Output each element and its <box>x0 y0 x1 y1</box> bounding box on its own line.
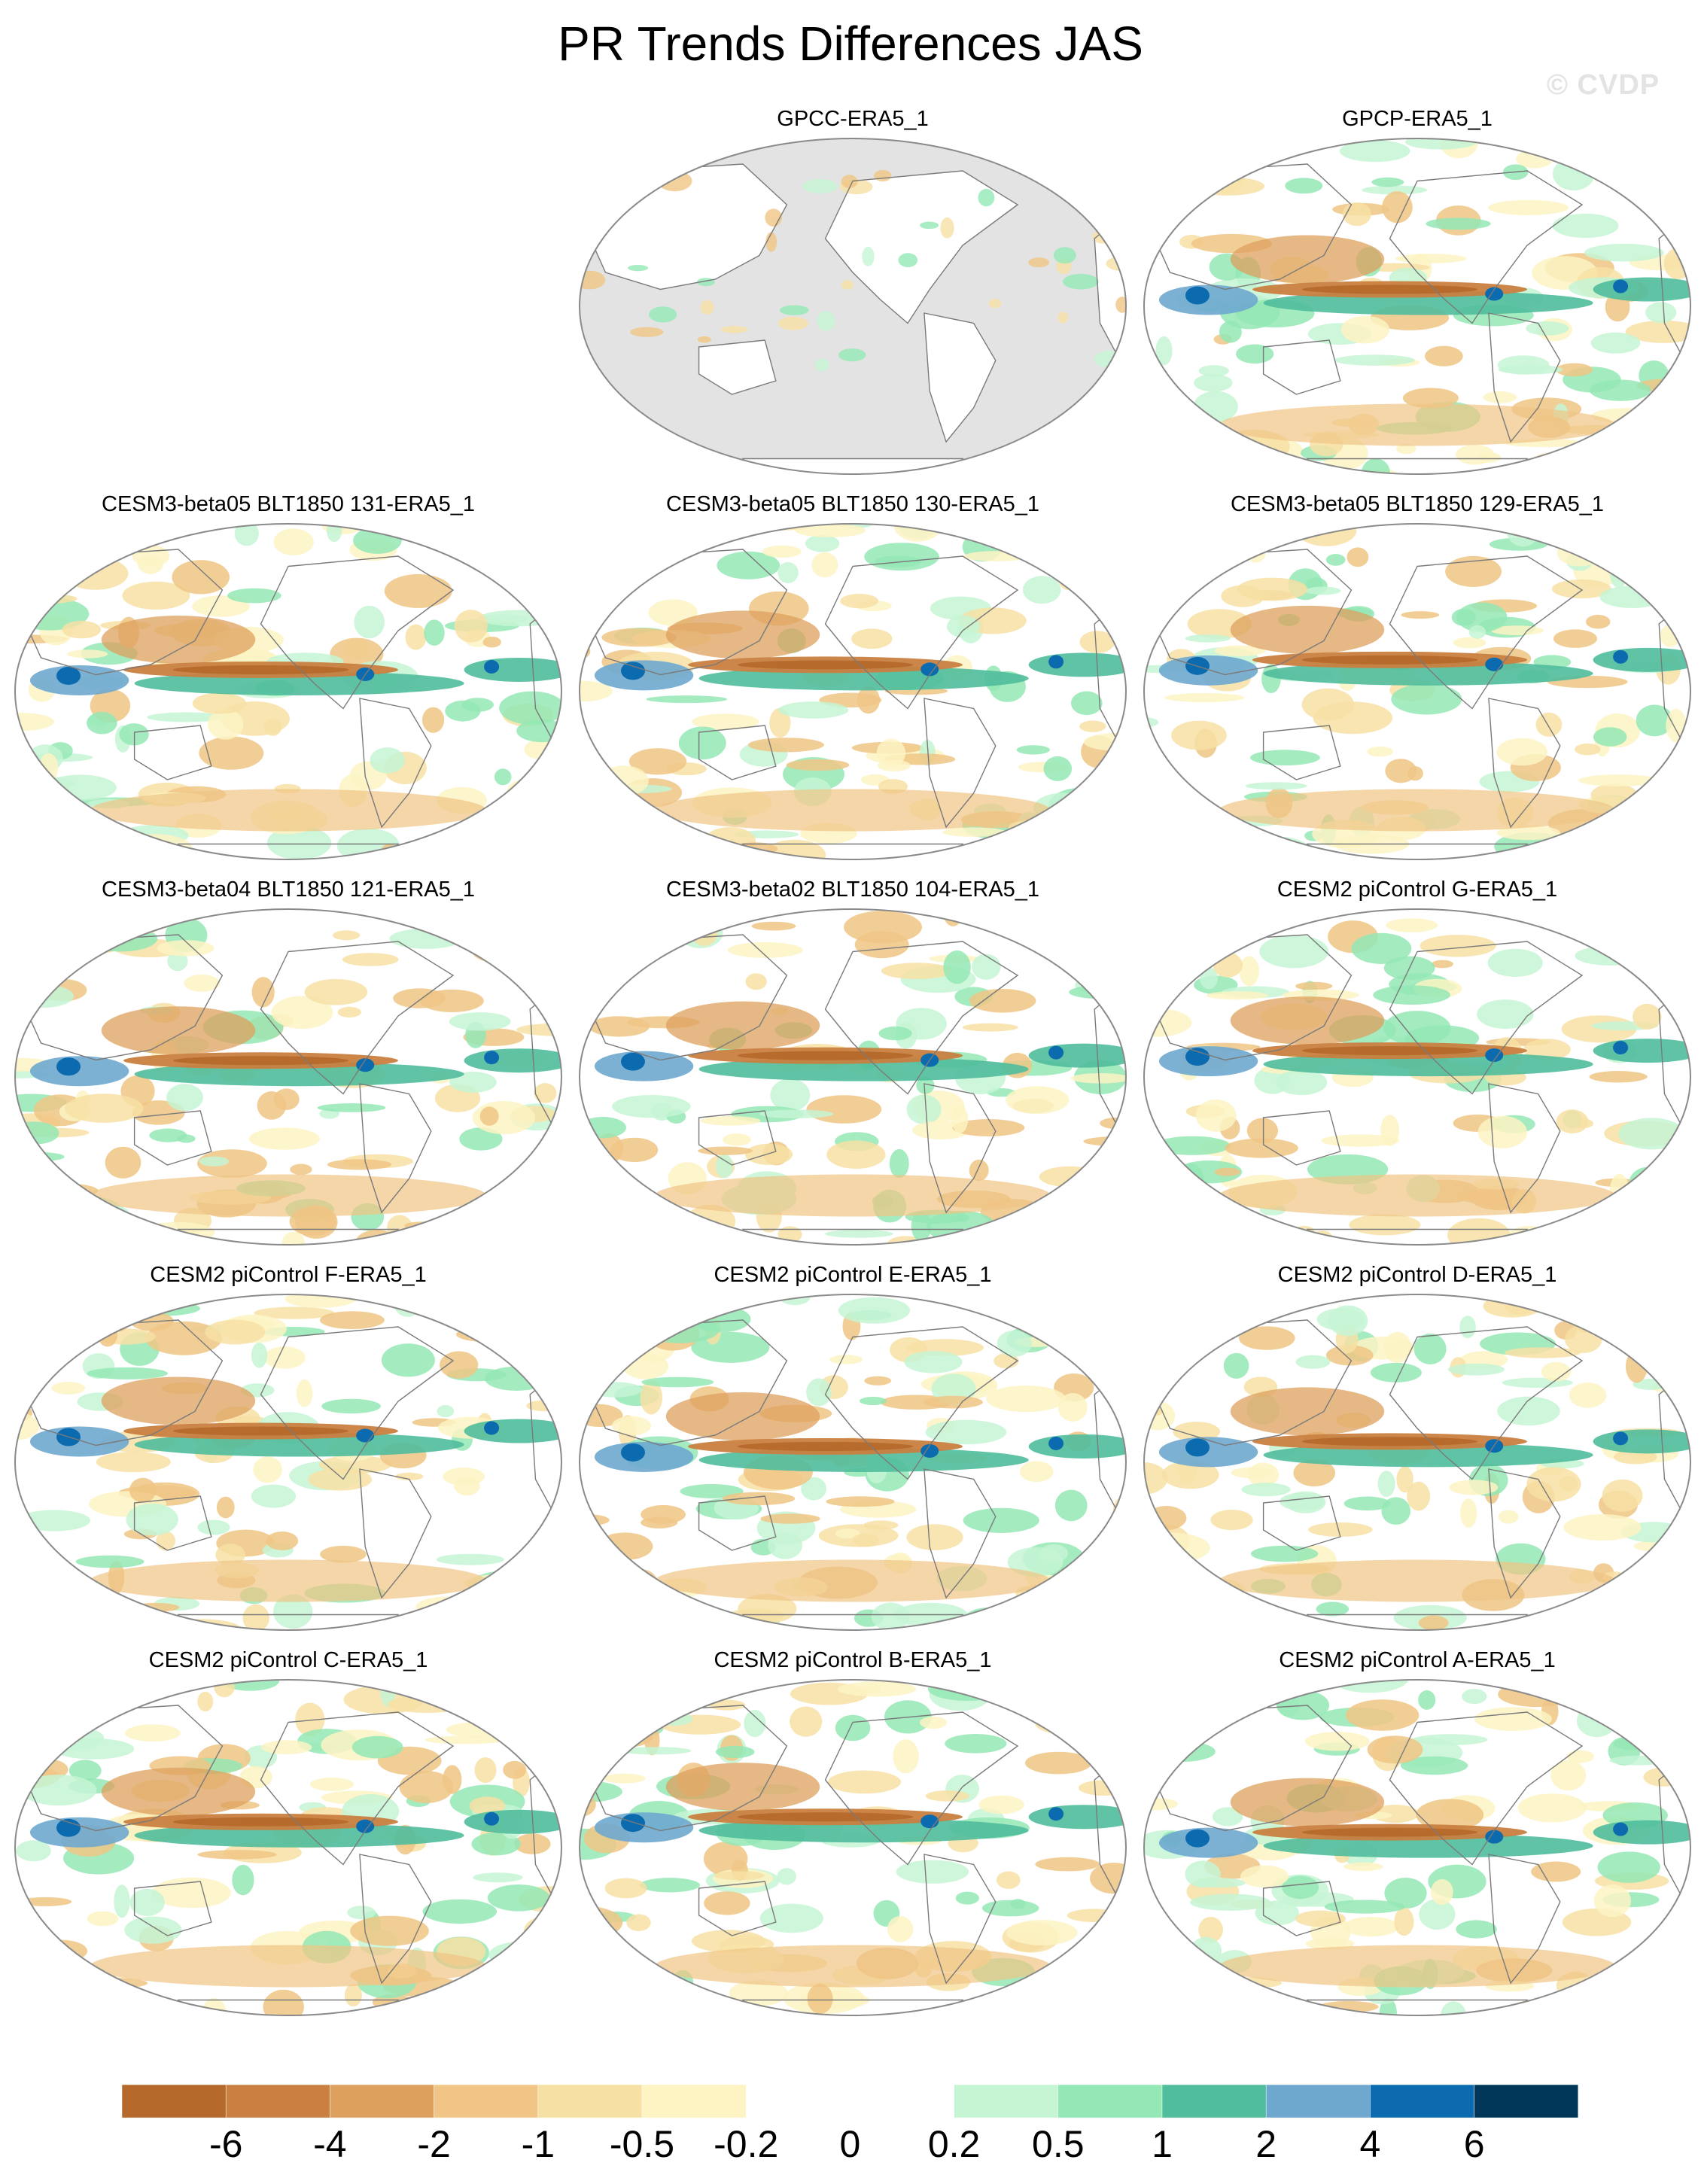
colorbar: -6 -4 -2 -1 -0.5 -0.2 0 0.2 0.5 1 2 4 6 <box>121 2084 1579 2165</box>
colorbar-swatch <box>330 2084 434 2119</box>
panel-title: CESM2 piControl F-ERA5_1 <box>150 1263 427 1287</box>
map-panel <box>1143 908 1691 1246</box>
colorbar-tick-label: 4 <box>1359 2123 1380 2165</box>
map-panel <box>1143 1679 1691 2016</box>
colorbar-swatch <box>1161 2084 1267 2119</box>
panel-title: CESM3-beta05 BLT1850 129-ERA5_1 <box>1231 492 1604 516</box>
colorbar-swatch <box>1370 2084 1474 2119</box>
panel-title: CESM2 piControl E-ERA5_1 <box>714 1263 992 1287</box>
colorbar-swatch <box>1265 2084 1371 2119</box>
colorbar-tick-label: 6 <box>1464 2123 1485 2165</box>
colorbar-tick-label: 1 <box>1152 2123 1173 2165</box>
map-panel <box>14 1679 562 2016</box>
colorbar-tick-label: -6 <box>209 2123 242 2165</box>
map-panel <box>579 1679 1127 2016</box>
colorbar-tick-label: 0.5 <box>1032 2123 1085 2165</box>
colorbar-swatch <box>537 2084 643 2119</box>
panel-title: CESM2 piControl C-ERA5_1 <box>148 1648 428 1672</box>
panel-title: CESM3-beta05 BLT1850 131-ERA5_1 <box>102 492 475 516</box>
map-panel <box>14 523 562 860</box>
colorbar-swatch <box>641 2084 747 2119</box>
colorbar-swatch <box>1474 2084 1579 2119</box>
colorbar-swatch <box>745 2084 850 2119</box>
colorbar-swatch <box>850 2084 954 2119</box>
colorbar-swatch <box>434 2084 539 2119</box>
colorbar-tick-label: 2 <box>1255 2123 1277 2165</box>
colorbar-tick-label: 0.2 <box>928 2123 981 2165</box>
map-panel <box>579 908 1127 1246</box>
map-panel <box>579 523 1127 860</box>
colorbar-tick-label: -0.5 <box>610 2123 674 2165</box>
map-panel <box>14 1294 562 1631</box>
colorbar-tick-label: -0.2 <box>714 2123 778 2165</box>
colorbar-tick-label: -1 <box>522 2123 555 2165</box>
map-panel <box>579 138 1127 475</box>
colorbar-tick-label: -4 <box>313 2123 346 2165</box>
colorbar-swatch <box>225 2084 330 2119</box>
panel-title: CESM3-beta02 BLT1850 104-ERA5_1 <box>666 878 1039 902</box>
colorbar-tick-label: -2 <box>417 2123 450 2165</box>
colorbar-swatch <box>121 2084 227 2119</box>
colorbar-swatch <box>1057 2084 1163 2119</box>
panel-title: GPCC-ERA5_1 <box>777 107 929 131</box>
panel-title: CESM2 piControl D-ERA5_1 <box>1277 1263 1557 1287</box>
map-panel <box>579 1294 1127 1631</box>
colorbar-tick-label: 0 <box>839 2123 860 2165</box>
colorbar-swatch <box>954 2084 1059 2119</box>
figure-title: PR Trends Differences JAS <box>558 17 1143 71</box>
panel-title: CESM3-beta04 BLT1850 121-ERA5_1 <box>102 878 475 902</box>
map-panel <box>1143 1294 1691 1631</box>
panel-title: CESM3-beta05 BLT1850 130-ERA5_1 <box>666 492 1039 516</box>
panel-title: CESM2 piControl B-ERA5_1 <box>714 1648 992 1672</box>
map-panel <box>1143 523 1691 860</box>
panel-title: GPCP-ERA5_1 <box>1342 107 1493 131</box>
panel-title: CESM2 piControl A-ERA5_1 <box>1279 1648 1556 1672</box>
map-panel <box>14 908 562 1246</box>
panel-title: CESM2 piControl G-ERA5_1 <box>1277 878 1558 902</box>
map-panel <box>1143 138 1691 475</box>
cvdp-watermark: © CVDP <box>1547 69 1660 101</box>
